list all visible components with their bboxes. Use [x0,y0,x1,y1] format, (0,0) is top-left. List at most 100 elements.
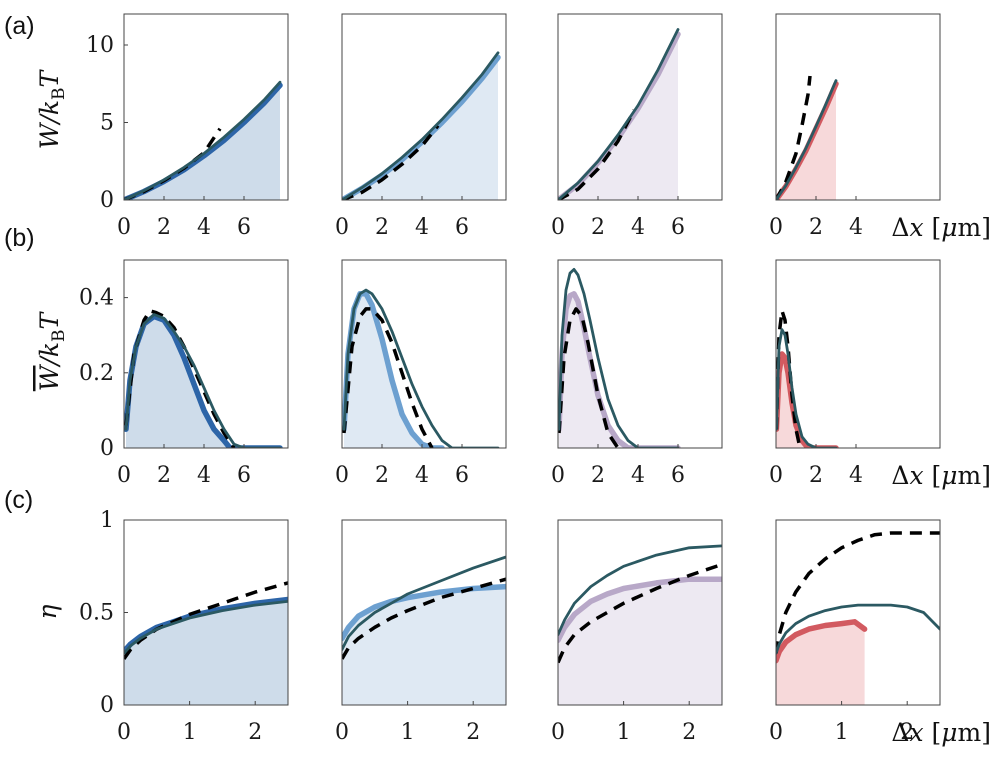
panel-b-2: 0 2 4 6 [335,259,507,488]
series-theory-dashed-line [558,307,620,448]
series-theory-dashed-line [558,562,722,664]
series-model-line [558,28,680,200]
y-tick-label: 1 [100,508,114,533]
series-colored-line [776,619,868,664]
x-axis-title-part: [ [924,461,942,490]
panel-frame [341,519,507,706]
series-model-line [776,603,940,655]
x-axis-title-part: [ [924,718,942,747]
x-axis-title-part: Δ [891,213,909,242]
series-model-line [558,267,680,448]
panel-c-2: 0 1 2 [335,519,507,745]
series-model-line [776,79,838,200]
x-tick-label: 4 [849,463,863,488]
series-theory-dashed-line [342,577,506,660]
area-fill [558,579,722,705]
panel-frame [557,13,723,201]
series-colored-line [342,583,506,642]
x-tick-label: 2 [900,720,914,745]
panel-frame [557,519,723,706]
x-tick-label: 4 [197,215,211,240]
x-axis-title-part: μ [941,718,957,747]
x-tick-label: 0 [117,720,131,745]
area-fill [776,621,865,705]
ylabel-c: η [33,604,62,619]
series-model-line [558,544,722,637]
y-tick-label: 0 [100,693,114,718]
series-theory-dashed-line [342,124,440,200]
x-tick-label: 2 [375,215,389,240]
x-tick-label: 4 [415,463,429,488]
x-tick-label: 0 [335,720,349,745]
area-fill [558,34,678,200]
area-fill [776,83,836,200]
series-theory-dashed-line [558,109,636,200]
x-tick-label: 2 [248,720,262,745]
series-model-line [342,288,500,448]
row-label-a: (a) [4,12,35,40]
panel-b-4: 0 2 4 Δx [μm] [769,259,991,490]
panel-c-1: 0 1 2 0 0.5 1 [79,508,289,745]
row-label-b: (b) [4,224,35,252]
x-tick-label: 2 [809,215,823,240]
x-tick-label: 2 [375,463,389,488]
x-tick-label: 2 [466,720,480,745]
x-axis-title-part: [ [924,213,942,242]
x-tick-label: 0 [769,215,783,240]
x-tick-label: 2 [809,463,823,488]
panel-frame [123,13,289,201]
ylabel-b: W/kBT [35,310,69,391]
panel-c-4: 0 1 2Δx [μm] [769,519,991,747]
series-theory-dashed-line [776,309,802,448]
series-theory-dashed-line [776,531,940,654]
y-tick-label: 0.4 [79,286,114,311]
panel-b-3: 0 2 4 6 [551,259,723,488]
x-tick-label: 1 [183,720,197,745]
x-axis-title-part: Δ [891,461,909,490]
area-fill [124,85,280,200]
panel-frame [775,519,941,706]
x-axis-title-part: m] [958,461,991,490]
panel-a-3: 0 2 4 6 [551,13,723,240]
x-axis-title-part: Δ [891,718,909,747]
x-axis-title-part: x [909,213,923,242]
x-axis-title-part: x [909,718,923,747]
y-tick-label: 0 [100,436,114,461]
panel-frame [341,13,507,201]
x-tick-label: 4 [631,215,645,240]
area-fill [776,354,836,448]
y-tick-label: 10 [86,33,114,58]
x-tick-label: 2 [157,463,171,488]
x-tick-label: 4 [415,215,429,240]
series-model-line [776,328,838,448]
x-tick-label: 6 [455,215,469,240]
x-tick-label: 1 [401,720,415,745]
x-tick-label: 4 [197,463,211,488]
x-tick-label: 0 [117,215,131,240]
area-fill [126,316,280,448]
panel-frame [775,13,941,201]
panel-b-1: 0 2 4 6 0 0.2 0.4 [79,259,289,488]
panel-c-3: 0 1 2 [551,519,723,745]
series-theory-dashed-line [342,307,434,448]
x-axis-title-part: x [909,461,923,490]
x-tick-label: 0 [551,720,565,745]
x-axis-title: Δx [μm] [891,213,991,242]
x-tick-label: 4 [849,215,863,240]
series-model-line [342,555,506,651]
x-tick-label: 6 [237,463,251,488]
x-axis-title: Δx [μm] [891,718,991,747]
series-model-line [124,80,282,200]
x-axis-title: Δx [μm] [891,461,991,490]
x-tick-label: 0 [117,463,131,488]
series-theory-dashed-line [124,581,288,660]
x-tick-label: 6 [671,463,685,488]
panel-frame [775,259,941,449]
row-label-c: (c) [4,486,33,514]
x-tick-label: 2 [157,215,171,240]
x-tick-label: 0 [551,215,565,240]
area-fill [342,586,506,705]
panel-a-1: 0 2 4 6 0 5 10 [86,13,289,240]
series-model-line [124,313,282,448]
x-tick-label: 0 [335,463,349,488]
